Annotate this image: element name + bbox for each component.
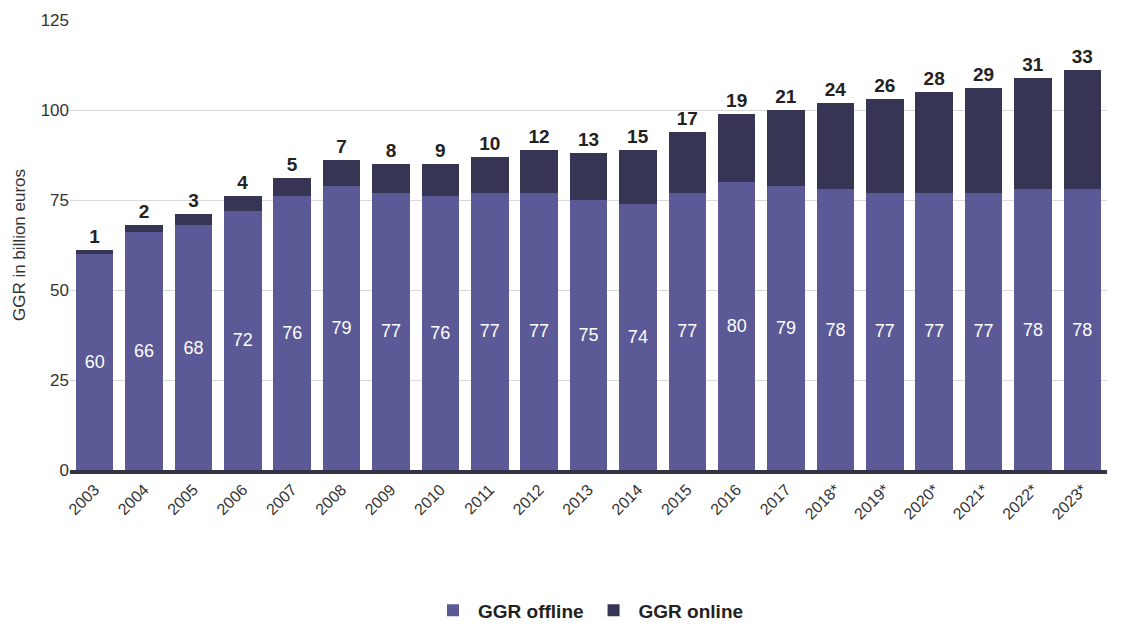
svg-text:19: 19 (726, 90, 747, 111)
svg-text:15: 15 (627, 126, 649, 147)
svg-text:77: 77 (529, 321, 549, 341)
svg-text:17: 17 (677, 108, 698, 129)
svg-text:2012: 2012 (510, 481, 547, 518)
svg-text:2021*: 2021* (950, 481, 992, 523)
svg-text:77: 77 (875, 321, 895, 341)
svg-text:2010: 2010 (411, 481, 448, 518)
svg-text:2: 2 (139, 201, 150, 222)
svg-text:79: 79 (776, 318, 796, 338)
svg-text:77: 77 (677, 321, 697, 341)
svg-text:75: 75 (50, 191, 69, 210)
svg-text:1: 1 (89, 226, 100, 247)
svg-text:3: 3 (188, 190, 199, 211)
svg-text:2014: 2014 (608, 481, 645, 518)
svg-text:2015: 2015 (658, 481, 695, 518)
svg-text:8: 8 (386, 140, 397, 161)
svg-text:2018*: 2018* (802, 481, 844, 523)
svg-text:24: 24 (825, 79, 847, 100)
svg-text:2004: 2004 (115, 481, 152, 518)
svg-text:76: 76 (430, 323, 450, 343)
svg-text:68: 68 (183, 338, 203, 358)
svg-text:80: 80 (727, 316, 747, 336)
svg-text:28: 28 (924, 68, 945, 89)
svg-text:2003: 2003 (65, 481, 102, 518)
svg-text:78: 78 (1072, 320, 1092, 340)
svg-text:75: 75 (578, 325, 598, 345)
svg-text:66: 66 (134, 341, 154, 361)
svg-text:2009: 2009 (362, 481, 399, 518)
svg-text:29: 29 (973, 64, 994, 85)
svg-text:21: 21 (775, 86, 797, 107)
svg-text:2013: 2013 (559, 481, 596, 518)
svg-text:2020*: 2020* (900, 481, 942, 523)
svg-text:79: 79 (332, 318, 352, 338)
svg-text:13: 13 (578, 129, 599, 150)
svg-text:125: 125 (41, 11, 69, 30)
svg-text:2017: 2017 (757, 481, 794, 518)
svg-text:31: 31 (1022, 54, 1044, 75)
svg-text:0: 0 (60, 461, 69, 480)
svg-text:2005: 2005 (164, 481, 201, 518)
svg-text:2008: 2008 (312, 481, 349, 518)
svg-text:4: 4 (237, 172, 248, 193)
svg-text:78: 78 (825, 320, 845, 340)
svg-text:9: 9 (435, 140, 446, 161)
svg-text:GGR in billion euros: GGR in billion euros (10, 169, 29, 321)
svg-text:GGR offline: GGR offline (478, 601, 584, 622)
svg-text:50: 50 (50, 281, 69, 300)
svg-text:72: 72 (233, 330, 253, 350)
svg-text:33: 33 (1072, 46, 1093, 67)
svg-text:2016: 2016 (707, 481, 744, 518)
svg-text:2006: 2006 (213, 481, 250, 518)
svg-text:5: 5 (287, 154, 298, 175)
svg-text:77: 77 (480, 321, 500, 341)
svg-text:78: 78 (1023, 320, 1043, 340)
svg-text:77: 77 (924, 321, 944, 341)
svg-text:26: 26 (874, 75, 895, 96)
svg-text:74: 74 (628, 327, 648, 347)
svg-text:76: 76 (282, 323, 302, 343)
svg-text:2019*: 2019* (851, 481, 893, 523)
svg-text:12: 12 (529, 126, 550, 147)
svg-text:100: 100 (41, 101, 69, 120)
svg-text:60: 60 (85, 352, 105, 372)
svg-text:GGR online: GGR online (639, 601, 744, 622)
svg-text:10: 10 (479, 133, 500, 154)
svg-text:77: 77 (381, 321, 401, 341)
svg-text:2022*: 2022* (999, 481, 1041, 523)
svg-text:2007: 2007 (263, 481, 300, 518)
svg-text:77: 77 (974, 321, 994, 341)
svg-text:2023*: 2023* (1048, 481, 1090, 523)
svg-text:7: 7 (336, 136, 347, 157)
svg-text:2011: 2011 (461, 481, 497, 517)
svg-text:25: 25 (50, 371, 69, 390)
